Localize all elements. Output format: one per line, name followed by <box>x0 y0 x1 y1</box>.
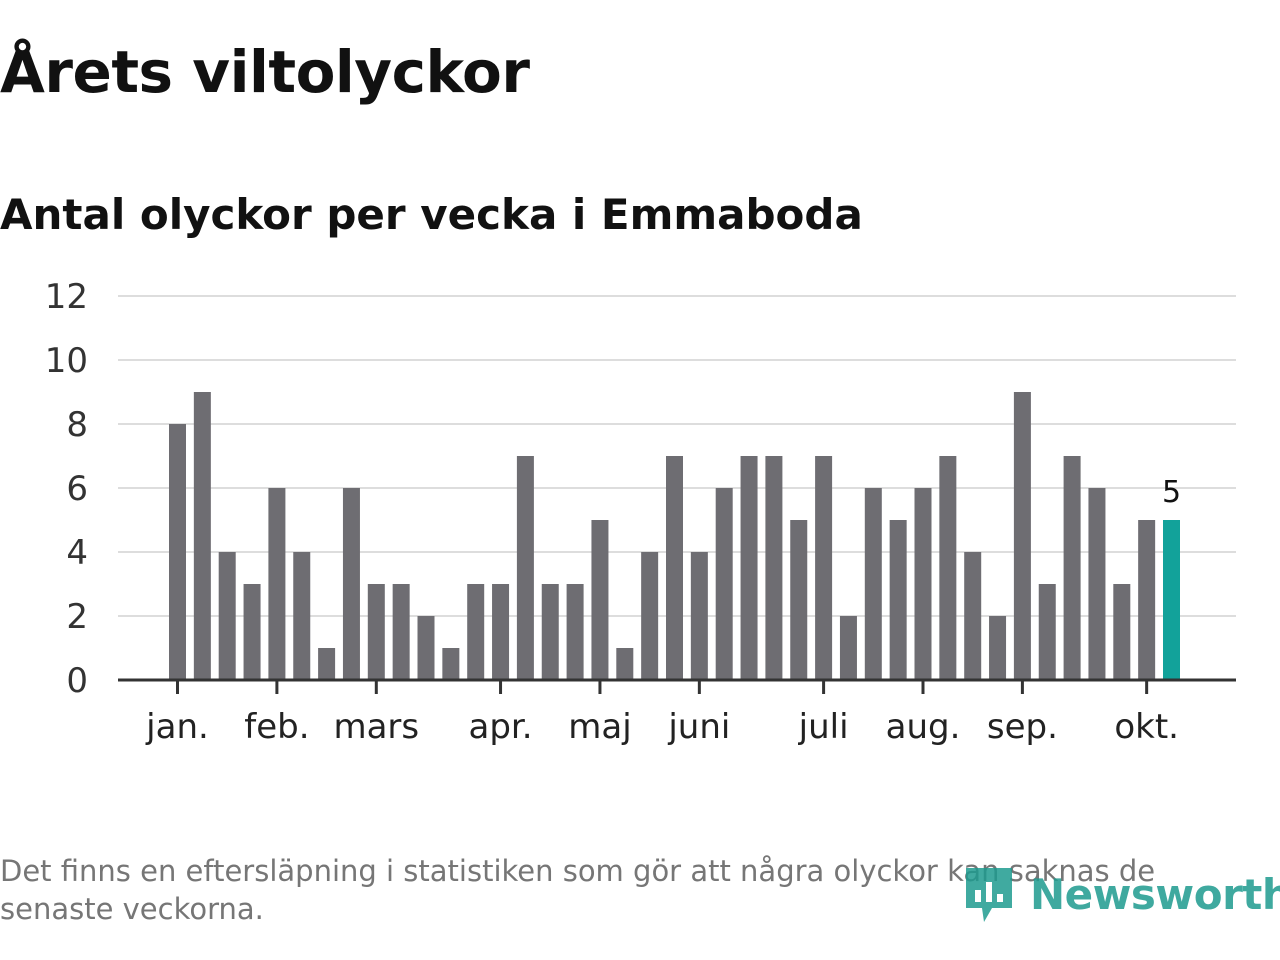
x-tick-label: juni <box>667 707 730 747</box>
bar <box>815 456 833 680</box>
bar <box>541 584 559 680</box>
bar <box>442 648 460 680</box>
bar <box>715 488 733 680</box>
bar <box>591 520 609 680</box>
bar <box>939 456 957 680</box>
x-axis: jan. feb. mars apr. maj juni juli aug. sep. okt. <box>118 678 1236 747</box>
newsworthy-logo-icon <box>966 868 1012 922</box>
bar <box>1138 520 1156 680</box>
x-tick-label: okt. <box>1114 707 1179 747</box>
bar <box>1113 584 1131 680</box>
bar <box>666 456 683 680</box>
y-tick-label: 8 <box>66 405 88 445</box>
bar <box>1088 488 1106 680</box>
bar <box>765 456 783 680</box>
y-axis-ticks: 0 2 4 6 8 10 12 <box>45 277 88 701</box>
x-tick-label: feb. <box>244 707 309 747</box>
bar <box>243 584 261 680</box>
bar <box>1063 456 1081 680</box>
bar <box>1013 392 1031 680</box>
newsworthy-logo-text: Newsworthy <box>1030 869 1280 919</box>
y-tick-label: 10 <box>45 341 88 381</box>
bar <box>342 488 360 680</box>
bar <box>740 456 758 680</box>
y-tick-label: 2 <box>66 597 88 637</box>
data-labels: 5 <box>1162 475 1181 510</box>
bar <box>193 392 211 680</box>
bar <box>467 584 485 680</box>
bar <box>964 552 982 680</box>
footnote: Det finns en eftersläpning i statistiken… <box>0 854 1156 926</box>
data-label: 5 <box>1162 475 1181 510</box>
bar <box>218 552 236 680</box>
x-tick-label: sep. <box>987 707 1058 747</box>
x-tick-label: jan. <box>145 707 209 747</box>
bar <box>516 456 534 680</box>
chart-subtitle: Antal olyckor per vecka i Emmaboda <box>0 190 863 239</box>
y-tick-label: 6 <box>66 469 88 509</box>
bars <box>169 392 1180 680</box>
bar <box>392 584 410 680</box>
newsworthy-logo[interactable]: Newsworthy <box>962 862 1280 926</box>
bar <box>790 520 808 680</box>
bar <box>566 584 584 680</box>
bar <box>889 520 907 680</box>
x-tick-label: maj <box>568 707 631 747</box>
bar <box>864 488 882 680</box>
bar-chart: 0 2 4 6 8 10 12 5 jan. feb. mars apr. maj juni juli a… <box>45 277 1236 747</box>
y-tick-label: 0 <box>66 661 88 701</box>
bar <box>989 616 1007 680</box>
bar <box>318 648 336 680</box>
bar <box>914 488 932 680</box>
bar <box>293 552 311 680</box>
x-tick-label: aug. <box>886 707 961 747</box>
x-tick-label: mars <box>333 707 419 747</box>
bar <box>839 616 857 680</box>
x-tick-label: juli <box>798 707 849 747</box>
y-tick-label: 12 <box>45 277 88 317</box>
bar <box>367 584 385 680</box>
bar-highlight <box>1163 520 1180 680</box>
y-tick-label: 4 <box>66 533 88 573</box>
bar <box>616 648 634 680</box>
bar <box>417 616 435 680</box>
bar <box>169 424 186 680</box>
bar <box>268 488 286 680</box>
bar <box>1038 584 1056 680</box>
bar <box>492 584 510 680</box>
bar <box>690 552 708 680</box>
x-tick-label: apr. <box>469 707 533 747</box>
bar <box>641 552 659 680</box>
chart-title: Årets viltolyckor <box>0 38 530 106</box>
